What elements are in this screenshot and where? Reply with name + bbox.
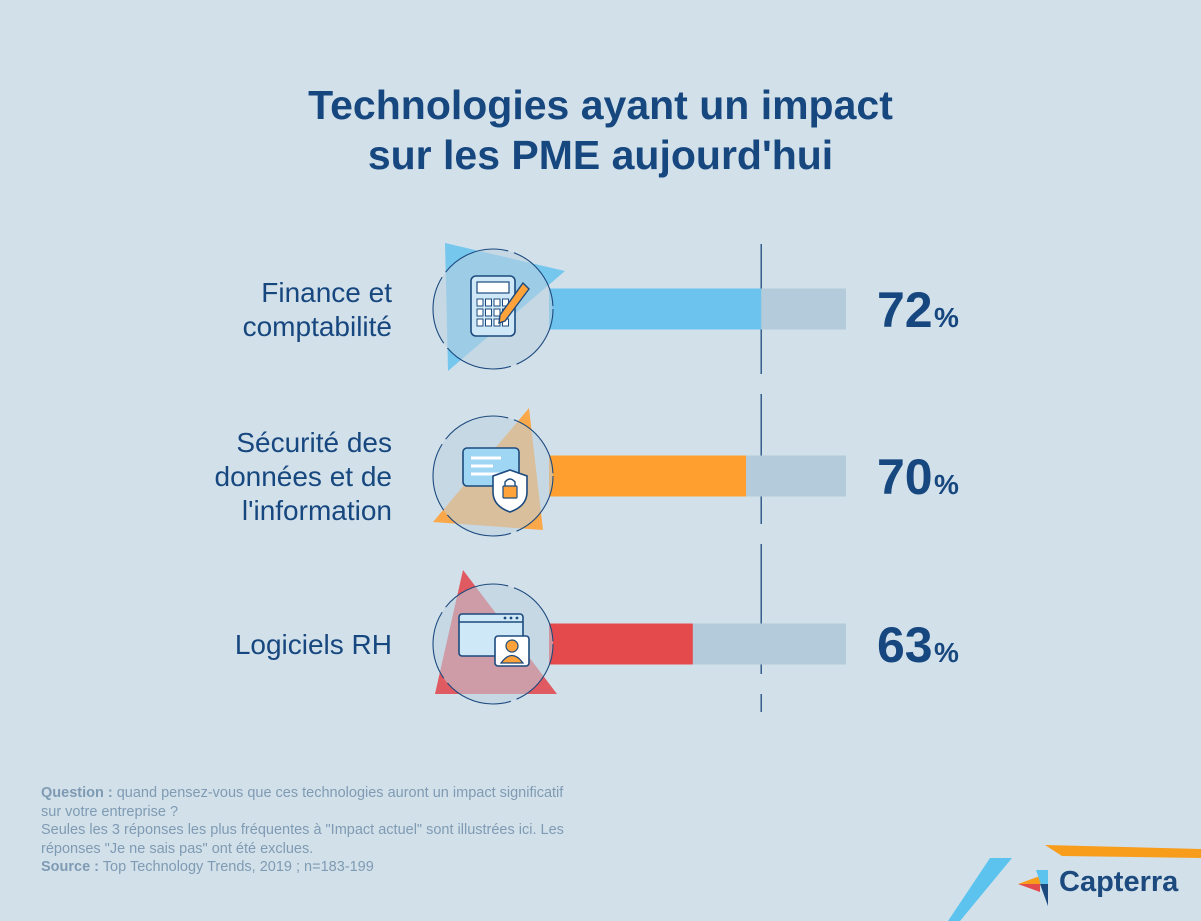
bar-group-3: Logiciels RH 63% bbox=[235, 570, 959, 705]
title-line-2: sur les PME aujourd'hui bbox=[367, 132, 834, 178]
question-label: Question : bbox=[41, 785, 113, 801]
footer-notes: Question : quand pensez-vous que ces tec… bbox=[41, 784, 661, 877]
value-label: 70 bbox=[877, 449, 933, 505]
question-text: quand pensez-vous que ces technologies a… bbox=[116, 785, 564, 801]
bar-fill bbox=[549, 623, 693, 665]
bar-fill bbox=[549, 455, 746, 497]
note-line-2: réponses "Je ne sais pas" ont été exclue… bbox=[41, 840, 314, 857]
note-line-1: Seules les 3 réponses les plus fréquente… bbox=[41, 822, 564, 838]
source-line: Source : Top Technology Trends, 2019 ; n… bbox=[41, 858, 661, 877]
security-shield-icon bbox=[462, 447, 528, 513]
category-label-line: données et de bbox=[215, 461, 393, 492]
source-text: Top Technology Trends, 2019 ; n=183-199 bbox=[102, 859, 374, 875]
category-label-line: Finance et bbox=[261, 277, 392, 308]
capterra-logo-text: Capterra bbox=[1059, 866, 1179, 898]
value-percent-sign: % bbox=[934, 469, 959, 500]
question-line: Question : quand pensez-vous que ces tec… bbox=[41, 784, 661, 803]
category-label-line: Logiciels RH bbox=[235, 629, 392, 660]
value-label: 63 bbox=[877, 617, 933, 673]
title-line-1: Technologies ayant un impact bbox=[308, 82, 893, 128]
hr-profile-icon bbox=[458, 613, 530, 667]
category-label-line: Sécurité des bbox=[236, 427, 392, 458]
value-percent-sign: % bbox=[934, 637, 959, 668]
bar-fill bbox=[549, 288, 762, 330]
calculator-icon bbox=[470, 275, 530, 337]
value-label: 72 bbox=[877, 282, 933, 338]
category-label-line: comptabilité bbox=[243, 311, 392, 342]
category-label-line: l'information bbox=[242, 495, 392, 526]
chart-title: Technologies ayant un impact sur les PME… bbox=[0, 80, 1201, 180]
value-percent-sign: % bbox=[934, 302, 959, 333]
source-label: Source : bbox=[41, 859, 100, 875]
question-line-2: sur votre entreprise ? bbox=[41, 803, 179, 820]
